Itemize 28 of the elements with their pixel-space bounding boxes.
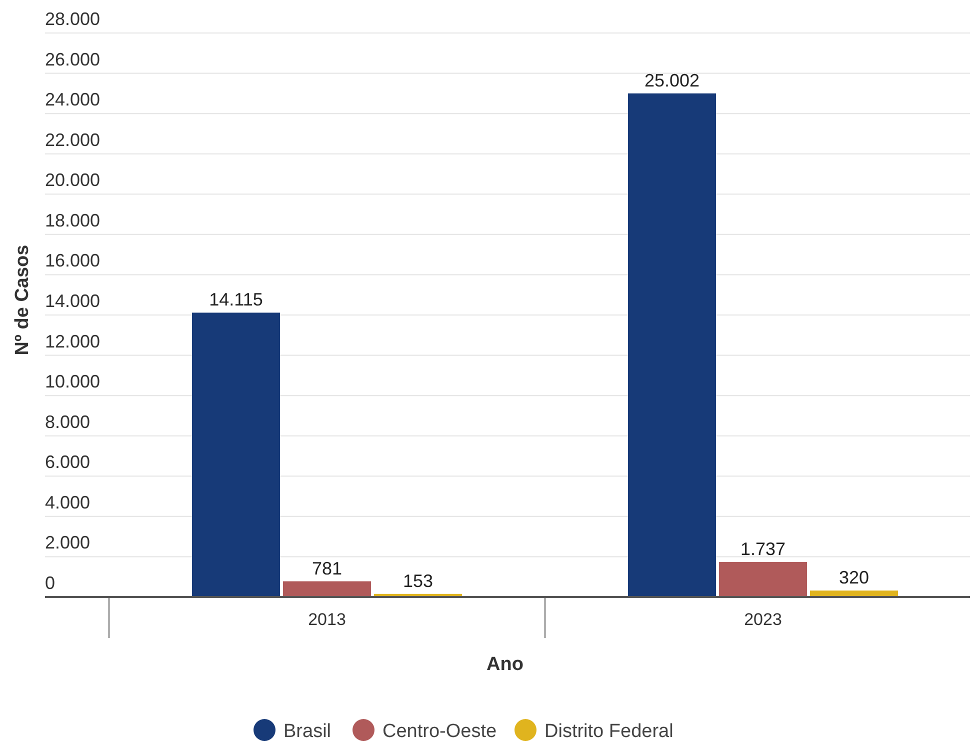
y-tick-label: 18.000 <box>45 210 100 230</box>
legend-label: Distrito Federal <box>544 721 674 742</box>
y-tick-label: 8.000 <box>45 412 90 432</box>
data-label: 153 <box>402 570 434 591</box>
y-tick-label: 28.000 <box>45 9 100 29</box>
y-tick-label: 12.000 <box>45 331 100 352</box>
data-label: 781 <box>312 558 342 578</box>
data-label: 1.737 <box>740 539 786 560</box>
y-tick-label: 6.000 <box>45 452 90 472</box>
x-tick-label: 2013 <box>308 610 346 629</box>
x-axis-title: Ano <box>486 654 524 675</box>
y-tick-label: 20.000 <box>45 170 100 190</box>
y-tick-label: 24.000 <box>45 90 100 110</box>
y-tick-label: 26.000 <box>45 49 100 70</box>
y-tick-label: 4.000 <box>45 492 90 512</box>
legend-label: Brasil <box>284 721 332 742</box>
data-label: 320 <box>838 568 870 588</box>
y-tick-label: 2.000 <box>45 532 90 553</box>
y-axis-title: Nº de Casos <box>12 244 33 356</box>
legend-label: Centro-Oeste <box>382 721 497 742</box>
y-tick-label: 14.000 <box>45 291 100 311</box>
y-tick-label: 0 <box>45 573 56 593</box>
data-label: 25.002 <box>644 70 700 90</box>
y-tick-label: 22.000 <box>45 130 100 150</box>
y-tick-label: 10.000 <box>45 372 100 392</box>
x-tick-label: 2023 <box>744 610 782 629</box>
y-tick-label: 16.000 <box>45 250 100 271</box>
data-label: 14.115 <box>209 290 263 310</box>
